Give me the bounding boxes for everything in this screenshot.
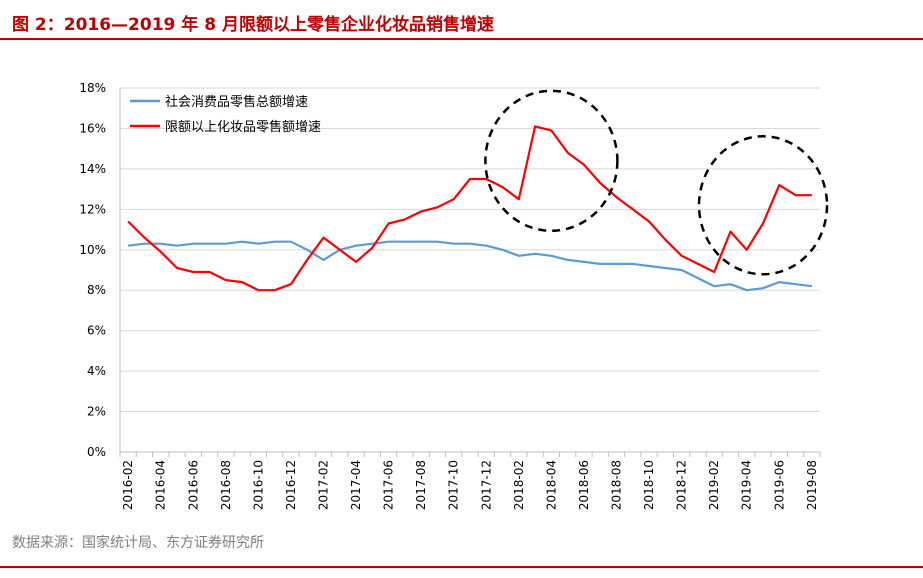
x-tick-label: 2016-06 (186, 460, 200, 510)
chart-title: 图 2：2016—2019 年 8 月限额以上零售企业化妆品销售增速 (12, 15, 494, 35)
x-tick-label: 2017-12 (479, 460, 493, 510)
x-tick-label: 2018-02 (512, 460, 526, 510)
y-tick-label: 12% (79, 202, 106, 216)
y-axis: 0% 2% 4% 6% 8% 10% 12% 14% 16% 18% (79, 81, 121, 459)
y-tick-label: 6% (87, 324, 106, 338)
x-tick-label: 2016-08 (219, 460, 233, 510)
x-tick-label: 2017-08 (414, 460, 428, 510)
x-tick-label: 2018-12 (675, 460, 689, 510)
y-tick-label: 0% (87, 445, 106, 459)
x-tick-label: 2018-06 (577, 460, 591, 510)
x-tick-label: 2018-08 (610, 460, 624, 510)
x-tick-label: 2019-02 (707, 460, 721, 510)
legend-label: 社会消费品零售总额增速 (165, 94, 308, 110)
highlight-circle (484, 89, 619, 233)
y-tick-label: 14% (79, 162, 106, 176)
x-tick-label: 2017-06 (382, 460, 396, 510)
grid-lines (120, 87, 820, 413)
top-rule (0, 38, 923, 40)
x-tick-label: 2017-10 (447, 460, 461, 510)
series-lines (127, 125, 813, 292)
data-source: 数据来源：国家统计局、东方证券研究所 (12, 535, 264, 551)
x-tick-label: 2016-10 (251, 460, 265, 510)
x-tick-label: 2017-04 (349, 460, 363, 510)
x-tick-label: 2019-06 (772, 460, 786, 510)
x-tick-label: 2017-02 (316, 460, 330, 510)
y-tick-label: 2% (87, 405, 106, 419)
series-line-2 (127, 125, 812, 292)
series-line-1 (127, 240, 813, 292)
x-tick-label: 2019-08 (805, 460, 819, 510)
x-axis: 2016-02 2016-04 2016-06 2016-08 2016-10 2016-… (119, 451, 821, 510)
legend-label: 限额以上化妆品零售额增速 (165, 119, 321, 135)
y-tick-label: 4% (87, 364, 106, 378)
y-tick-label: 18% (79, 81, 106, 95)
highlight-circle (697, 135, 829, 276)
y-tick-label: 16% (79, 121, 106, 135)
x-tick-label: 2016-04 (154, 460, 168, 510)
y-tick-label: 10% (79, 243, 106, 257)
bottom-rule (0, 566, 923, 568)
x-tick-label: 2016-02 (121, 460, 135, 510)
x-tick-label: 2019-04 (740, 460, 754, 510)
x-tick-label: 2018-04 (544, 460, 558, 510)
x-tick-label: 2018-10 (642, 460, 656, 510)
y-tick-label: 8% (87, 283, 106, 297)
highlight-circles (484, 89, 829, 276)
x-tick-label: 2016-12 (284, 460, 298, 510)
